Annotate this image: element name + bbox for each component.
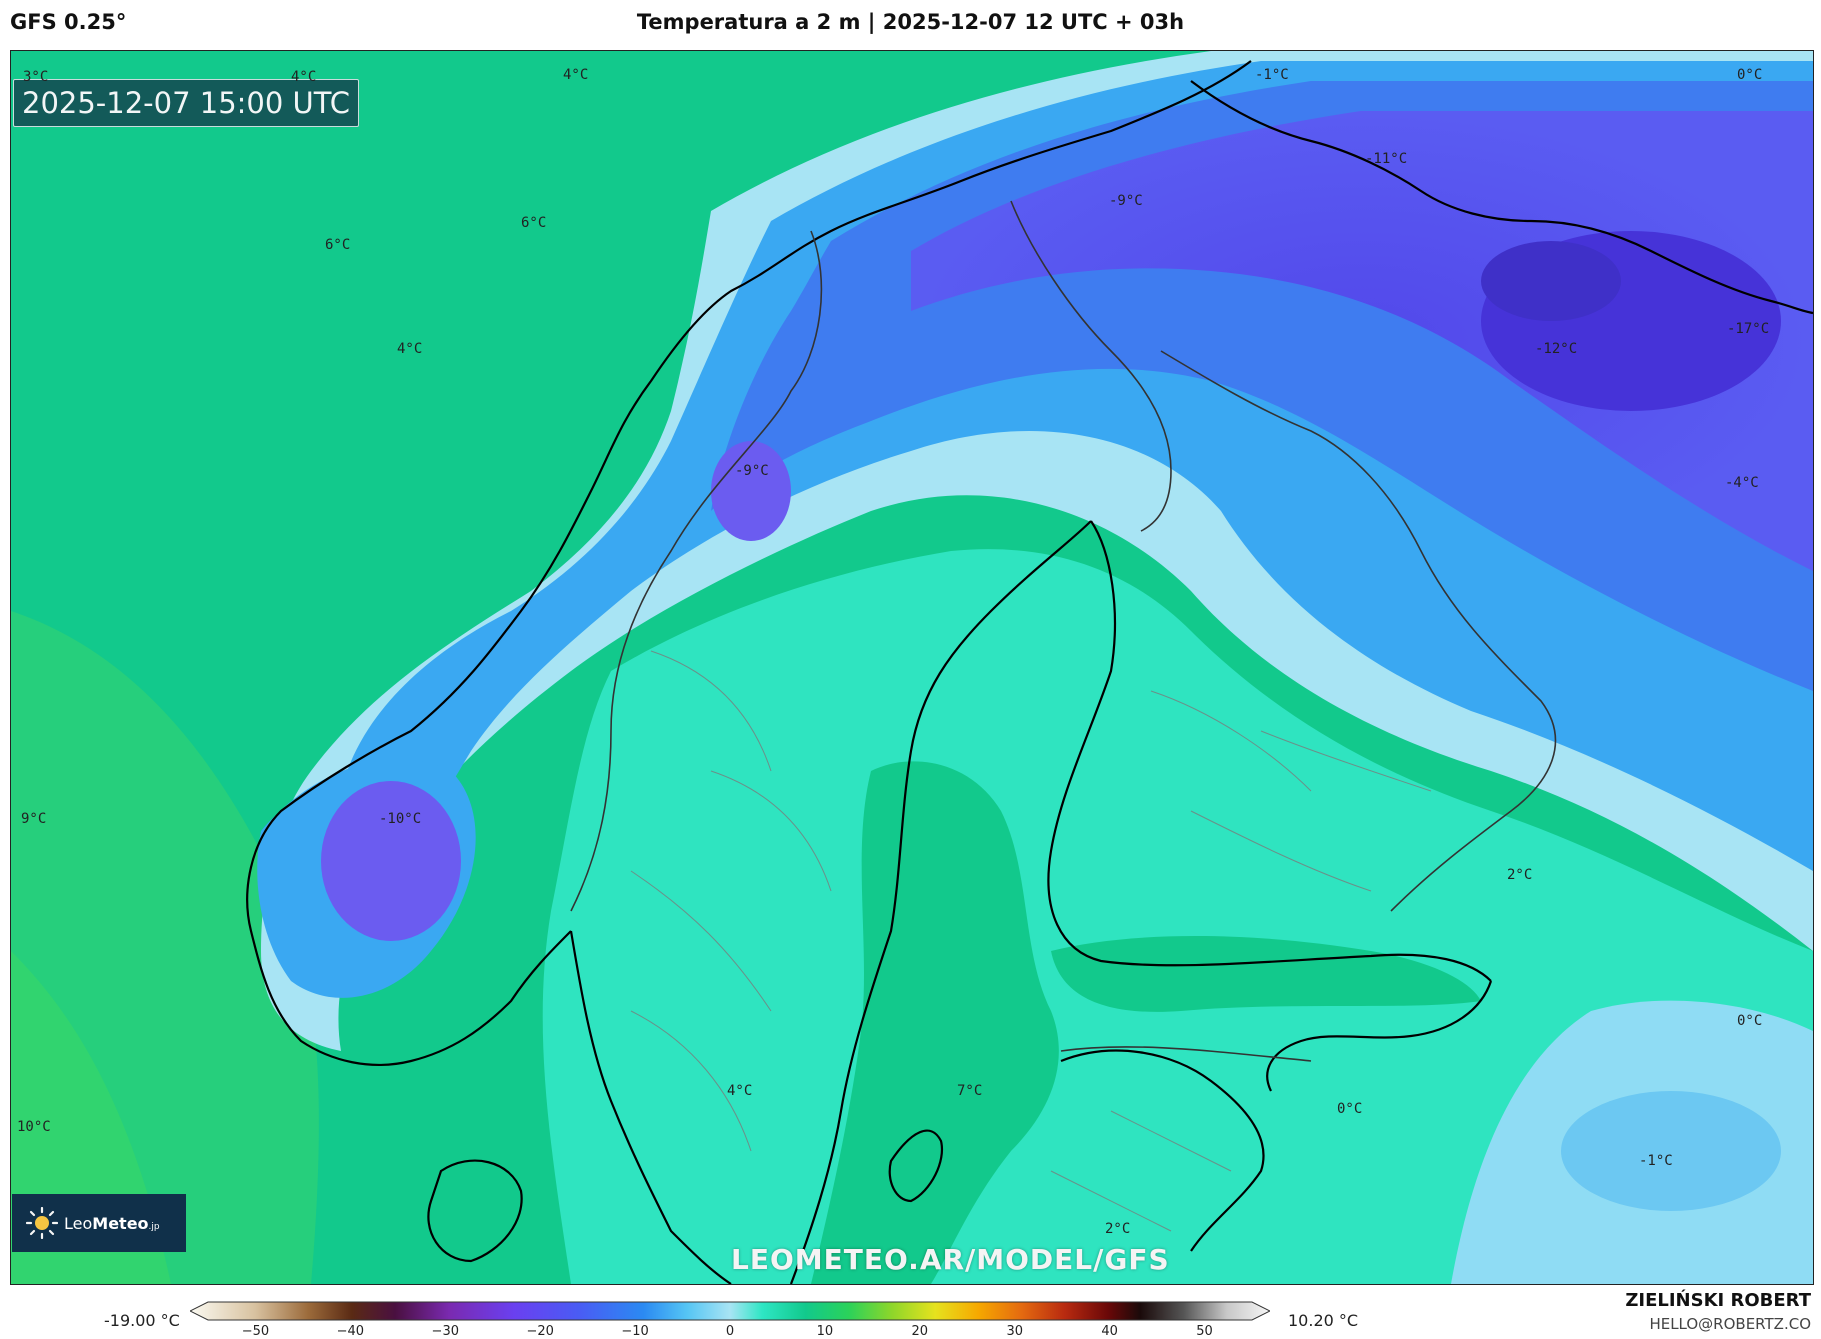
map-title: Temperatura a 2 m | 2025-12-07 12 UTC + … xyxy=(636,10,1185,34)
colorbar-tick-label: 20 xyxy=(911,1324,929,1339)
temp-label: 2°C xyxy=(1105,1221,1131,1237)
colorbar-tick-label: −10 xyxy=(621,1324,649,1339)
colorbar-tick-label: 30 xyxy=(1006,1324,1023,1339)
regional-borders xyxy=(630,650,1432,1232)
temp-label: 0°C xyxy=(1737,67,1763,83)
temp-label: 4°C xyxy=(397,341,423,357)
temperature-map: 2025-12-07 15:00 UTC 3°C 4°C 4°C -1°C 0°… xyxy=(10,50,1814,1285)
sun-icon xyxy=(26,1207,58,1239)
temp-label: -10°C xyxy=(379,811,422,827)
temp-label: 2°C xyxy=(1507,867,1533,883)
model-label: GFS 0.25° xyxy=(10,10,127,34)
temp-label: -1°C xyxy=(1255,67,1289,83)
map-fill xyxy=(11,51,1813,1284)
very-cold-zone xyxy=(911,111,1813,571)
temp-label: -11°C xyxy=(1365,151,1408,167)
temp-label: -17°C xyxy=(1727,321,1770,337)
colorbar-tick-label: −20 xyxy=(526,1324,554,1339)
temp-label: 0°C xyxy=(1737,1013,1763,1029)
temp-label: -1°C xyxy=(1639,1153,1673,1169)
temperature-colorbar xyxy=(190,1301,1270,1321)
temp-label: 4°C xyxy=(727,1083,753,1099)
colorbar-tick-label: 0 xyxy=(725,1324,735,1339)
temp-label: 3°C xyxy=(23,69,49,85)
temp-label: -9°C xyxy=(735,463,769,479)
colorbar-tick-label: 50 xyxy=(1196,1324,1213,1339)
temp-label: 7°C xyxy=(957,1083,983,1099)
legend-max-label: 10.20 °C xyxy=(1288,1311,1359,1330)
colorbar-tick-label: 40 xyxy=(1101,1324,1118,1339)
author-name: ZIELIŃSKI ROBERT xyxy=(1625,1290,1811,1311)
temp-label: 9°C xyxy=(21,811,47,827)
baltic-sea xyxy=(811,761,1059,1284)
logo-text: LeoMeteo.jp xyxy=(64,1213,160,1233)
temp-label: -12°C xyxy=(1535,341,1578,357)
temp-label: 6°C xyxy=(521,215,547,231)
temp-label: 4°C xyxy=(291,69,317,85)
temp-label: 6°C xyxy=(325,237,351,253)
coastlines xyxy=(246,60,1813,1284)
author-email: HELLO@ROBERTZ.CO xyxy=(1649,1315,1811,1333)
colorbar-tick-label: 10 xyxy=(816,1324,834,1339)
leometeo-logo: LeoMeteo.jp xyxy=(12,1194,186,1252)
temp-label: -4°C xyxy=(1725,475,1759,491)
valid-time-badge: 2025-12-07 15:00 UTC xyxy=(13,79,360,127)
temp-label: 4°C xyxy=(563,67,589,83)
site-watermark: LEOMETEO.AR/MODEL/GFS xyxy=(731,1243,1170,1276)
colorbar-tick-label: −40 xyxy=(336,1324,365,1339)
colorbar-tick-label: −50 xyxy=(241,1324,270,1339)
temp-label: 0°C xyxy=(1337,1101,1363,1117)
temp-label: 10°C xyxy=(17,1119,51,1135)
national-borders xyxy=(570,200,1557,1062)
legend-min-label: -19.00 °C xyxy=(104,1311,180,1330)
temp-label: -9°C xyxy=(1109,193,1143,209)
colorbar-tick-label: −30 xyxy=(431,1324,459,1339)
